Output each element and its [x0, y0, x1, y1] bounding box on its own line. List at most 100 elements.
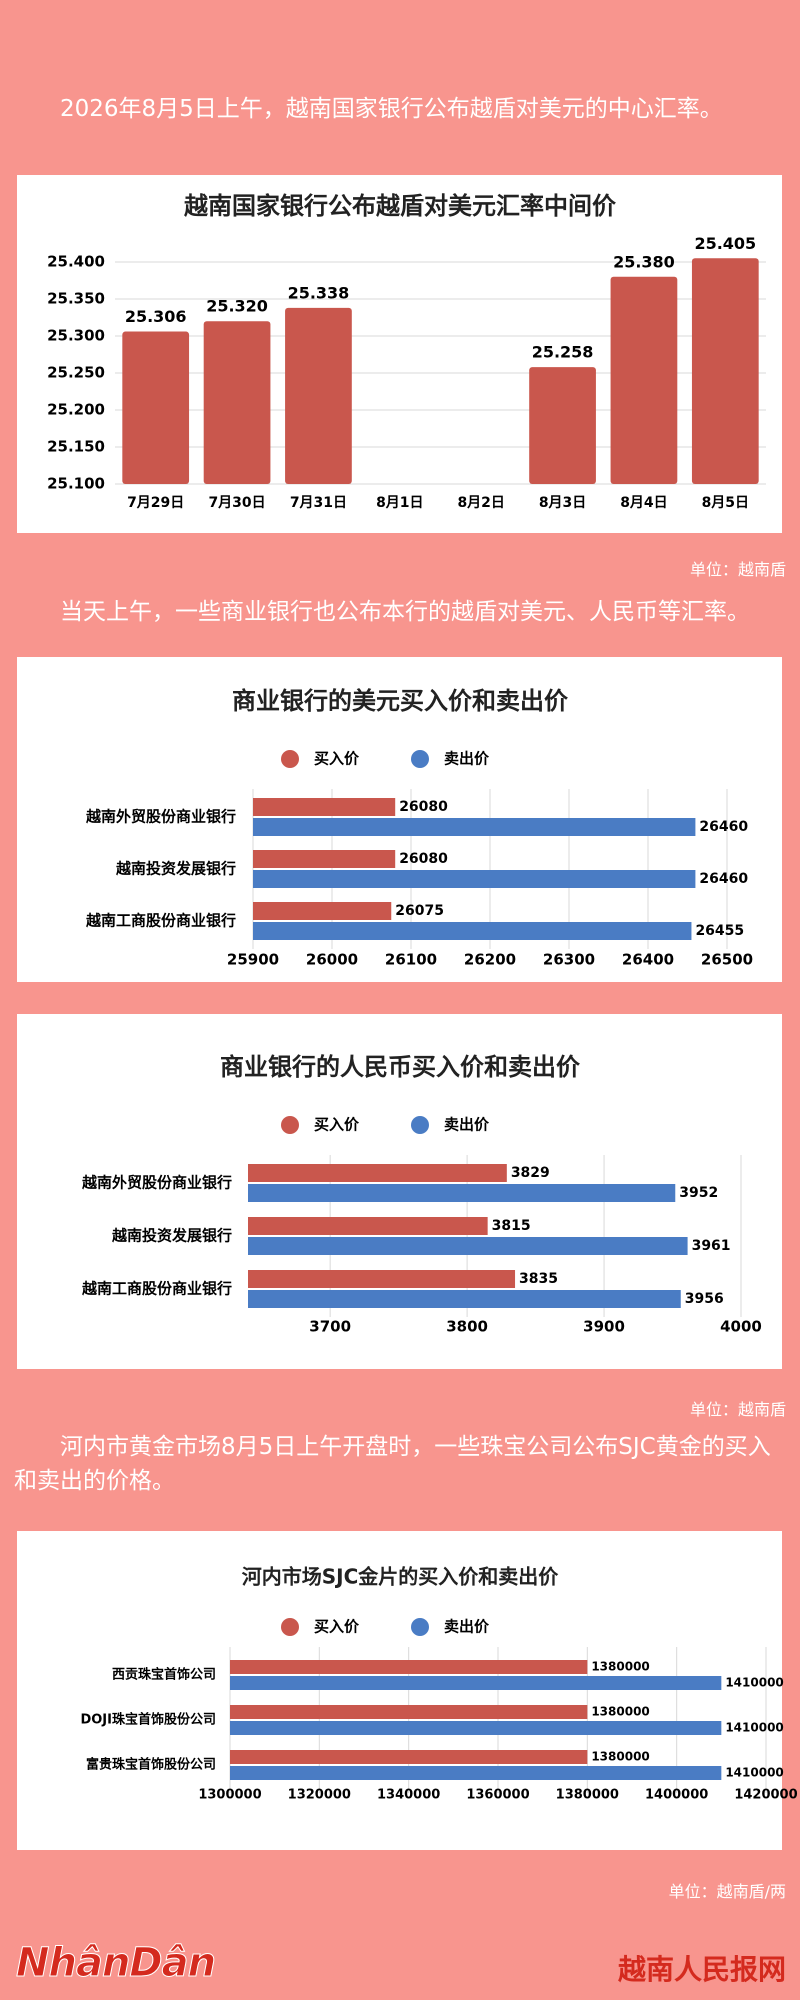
data-label: 26080 — [399, 851, 448, 867]
unit-note: 单位：越南盾/两 — [668, 1882, 786, 1901]
x-tick-label: 1300000 — [198, 1788, 261, 1803]
x-tick-label: 1360000 — [466, 1788, 529, 1803]
x-tick-label: 8月5日 — [702, 495, 749, 511]
legend-swatch — [411, 1618, 429, 1636]
bar — [253, 902, 392, 920]
chart-title: 越南国家银行公布越盾对美元汇率中间价 — [184, 192, 617, 220]
legend-swatch — [411, 750, 429, 768]
chart-card — [17, 1531, 782, 1850]
x-tick-label: 7月31日 — [290, 495, 347, 511]
x-tick-label: 3800 — [446, 1318, 488, 1336]
bar — [529, 367, 596, 484]
legend-label: 卖出价 — [444, 1116, 490, 1134]
data-label: 1410000 — [725, 1721, 783, 1735]
x-tick-label: 7月30日 — [208, 495, 265, 511]
data-label: 3835 — [519, 1271, 558, 1287]
data-label: 26460 — [699, 819, 748, 835]
bar — [253, 922, 692, 940]
x-tick-label: 3900 — [583, 1318, 625, 1336]
data-label: 3956 — [685, 1291, 724, 1307]
chart-title: 商业银行的人民币买入价和卖出价 — [220, 1053, 581, 1081]
category-label: DOJI珠宝首饰股份公司 — [80, 1712, 216, 1728]
paragraph: 当天上午，一些商业银行也公布本行的越盾对美元、人民币等汇率。 — [60, 599, 750, 625]
y-tick-label: 25.150 — [47, 438, 105, 456]
bar — [253, 818, 696, 836]
bar — [248, 1184, 676, 1202]
bar — [203, 321, 271, 484]
data-label: 26460 — [699, 871, 748, 887]
x-tick-label: 26400 — [622, 951, 674, 969]
legend-label: 买入价 — [314, 750, 360, 768]
y-tick-label: 25.350 — [47, 290, 105, 308]
data-label: 25.320 — [206, 297, 268, 316]
category-label: 越南工商股份商业银行 — [81, 1280, 232, 1298]
bar — [610, 276, 678, 484]
data-label: 3961 — [692, 1238, 731, 1254]
data-label: 1380000 — [591, 1660, 649, 1674]
data-label: 25.405 — [694, 234, 756, 253]
x-tick-label: 1400000 — [645, 1788, 708, 1803]
category-label: 越南外贸股份商业银行 — [81, 1174, 232, 1192]
bar — [253, 798, 396, 816]
x-tick-label: 4000 — [720, 1318, 762, 1336]
x-tick-label: 26200 — [464, 951, 516, 969]
data-label: 1410000 — [725, 1676, 783, 1690]
site-name: 越南人民报网 — [617, 1953, 786, 1986]
bar — [253, 850, 396, 868]
bar — [248, 1290, 681, 1308]
data-label: 3952 — [679, 1185, 718, 1201]
y-tick-label: 25.200 — [47, 401, 105, 419]
x-tick-label: 1420000 — [734, 1788, 797, 1803]
legend-swatch — [281, 1618, 299, 1636]
category-label: 越南工商股份商业银行 — [85, 912, 236, 930]
data-label: 1380000 — [591, 1705, 649, 1719]
data-label: 25.380 — [613, 252, 675, 271]
data-label: 1380000 — [591, 1750, 649, 1764]
legend-label: 卖出价 — [444, 1618, 490, 1636]
bar — [248, 1270, 516, 1288]
x-tick-label: 26100 — [385, 951, 437, 969]
category-label: 富贵珠宝首饰股份公司 — [86, 1757, 216, 1773]
bar — [230, 1705, 588, 1719]
data-label: 25.306 — [125, 307, 187, 326]
x-tick-label: 8月3日 — [539, 495, 586, 511]
unit-note: 单位：越南盾 — [689, 1400, 786, 1419]
unit-note: 单位：越南盾 — [689, 560, 786, 579]
data-label: 25.338 — [288, 283, 350, 302]
paragraph: 2026年8月5日上午，越南国家银行公布越盾对美元的中心汇率。 — [60, 96, 723, 122]
legend-swatch — [281, 1116, 299, 1134]
bar — [248, 1164, 507, 1182]
y-tick-label: 25.250 — [47, 364, 105, 382]
x-tick-label: 8月4日 — [620, 495, 667, 511]
legend-swatch — [281, 750, 299, 768]
x-tick-label: 1320000 — [288, 1788, 351, 1803]
category-label: 越南外贸股份商业银行 — [85, 808, 236, 826]
bar — [230, 1721, 722, 1735]
data-label: 3829 — [511, 1165, 550, 1181]
data-label: 26080 — [399, 799, 448, 815]
paragraph: 河内市黄金市场8月5日上午开盘时，一些珠宝公司公布SJC黄金的买入和卖出的价格。 — [14, 1434, 771, 1494]
x-tick-label: 7月29日 — [127, 495, 184, 511]
y-tick-label: 25.100 — [47, 475, 105, 493]
x-tick-label: 1340000 — [377, 1788, 440, 1803]
bar — [248, 1237, 688, 1255]
legend-label: 买入价 — [314, 1116, 360, 1134]
data-label: 26455 — [695, 923, 744, 939]
y-tick-label: 25.300 — [47, 327, 105, 345]
x-tick-label: 26500 — [701, 951, 753, 969]
legend-label: 卖出价 — [444, 750, 490, 768]
x-tick-label: 26300 — [543, 951, 595, 969]
chart-title: 河内市场SJC金片的买入价和卖出价 — [242, 1565, 560, 1589]
y-tick-label: 25.400 — [47, 253, 105, 271]
x-tick-label: 1380000 — [556, 1788, 619, 1803]
x-tick-label: 8月1日 — [376, 495, 423, 511]
bar — [122, 331, 190, 484]
chart-title: 商业银行的美元买入价和卖出价 — [232, 687, 569, 715]
bar — [230, 1766, 722, 1780]
x-tick-label: 25900 — [227, 951, 279, 969]
category-label: 西贡珠宝首饰公司 — [112, 1667, 216, 1683]
bar — [285, 307, 352, 484]
bar — [691, 258, 759, 484]
